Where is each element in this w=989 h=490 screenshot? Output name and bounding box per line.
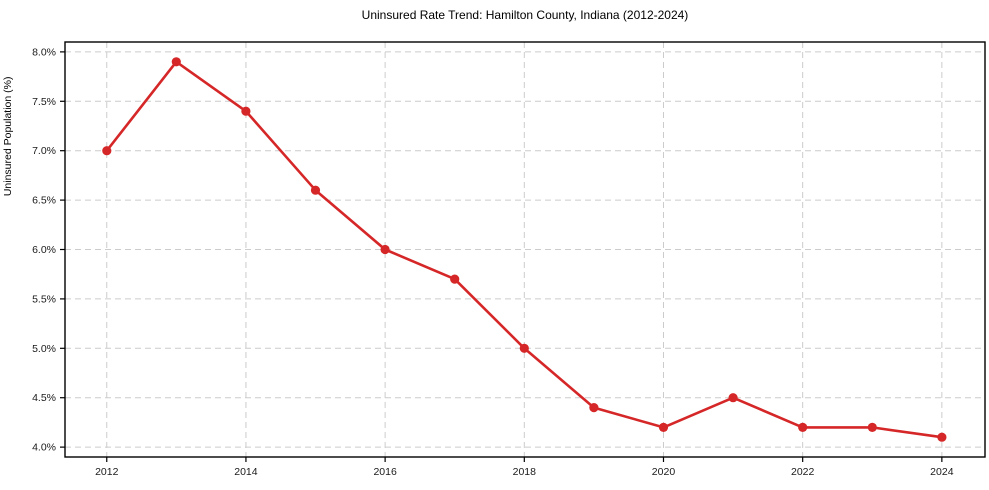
x-tick-label: 2014 <box>234 466 258 478</box>
y-tick-label: 4.5% <box>32 392 56 404</box>
x-tick-label: 2022 <box>791 466 815 478</box>
chart-title: Uninsured Rate Trend: Hamilton County, I… <box>361 8 689 22</box>
data-point-marker <box>380 244 390 255</box>
data-point-marker <box>937 432 947 442</box>
y-tick-label: 4.0% <box>32 442 56 454</box>
y-tick-label: 6.5% <box>32 195 56 207</box>
x-tick-label: 2016 <box>373 466 397 478</box>
data-point-marker <box>867 422 877 432</box>
y-tick-label: 7.5% <box>32 96 56 108</box>
data-point-marker <box>241 106 251 116</box>
data-point-marker <box>450 274 460 284</box>
data-point-marker <box>171 57 181 67</box>
data-point-marker <box>102 146 112 156</box>
y-tick-label: 5.5% <box>32 293 56 305</box>
data-point-marker <box>519 343 529 353</box>
data-point-marker <box>658 422 669 432</box>
y-tick-label: 8.0% <box>32 46 56 58</box>
data-point-marker <box>310 185 321 195</box>
x-tick-label: 2020 <box>652 466 676 478</box>
x-tick-label: 2012 <box>95 466 119 478</box>
x-tick-label: 2018 <box>513 466 537 478</box>
y-tick-label: 7.0% <box>32 145 56 157</box>
x-tick-label: 2024 <box>930 466 954 478</box>
data-point-marker <box>798 422 808 432</box>
data-point-marker <box>589 403 599 413</box>
y-tick-label: 5.0% <box>32 343 56 355</box>
y-tick-label: 6.0% <box>32 244 56 256</box>
data-point-marker <box>728 393 738 403</box>
